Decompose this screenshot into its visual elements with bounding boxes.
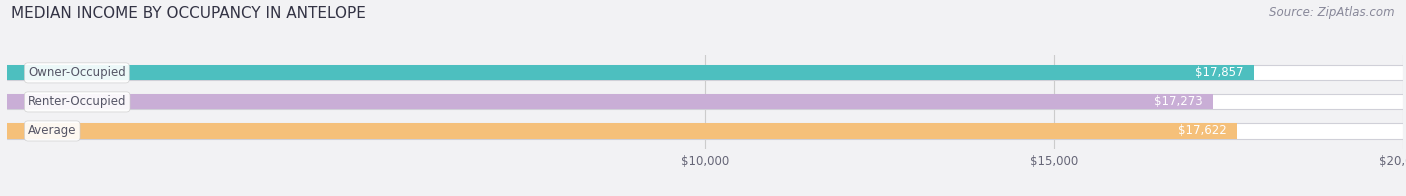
Text: MEDIAN INCOME BY OCCUPANCY IN ANTELOPE: MEDIAN INCOME BY OCCUPANCY IN ANTELOPE [11,6,366,21]
Bar [7,65,1403,80]
Text: $17,857: $17,857 [1195,66,1243,79]
Bar [7,94,1213,110]
Text: Source: ZipAtlas.com: Source: ZipAtlas.com [1270,6,1395,19]
Text: Renter-Occupied: Renter-Occupied [28,95,127,108]
Bar [7,65,1254,80]
Text: $17,273: $17,273 [1154,95,1202,108]
Text: $17,622: $17,622 [1178,124,1226,137]
Bar [7,123,1237,139]
Text: Owner-Occupied: Owner-Occupied [28,66,125,79]
Text: Average: Average [28,124,76,137]
Bar [7,123,1403,139]
Bar [7,94,1403,110]
